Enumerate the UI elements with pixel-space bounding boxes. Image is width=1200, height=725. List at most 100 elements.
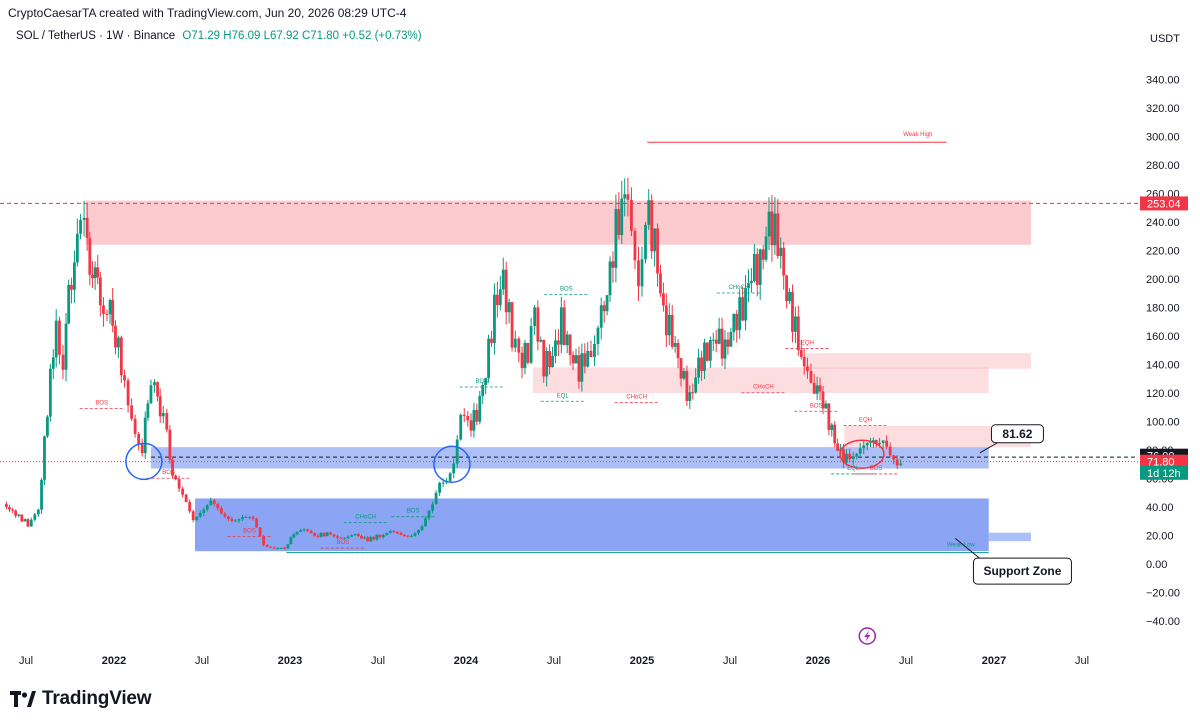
candle-body xyxy=(865,442,869,446)
candle-body xyxy=(248,516,251,518)
candle-body xyxy=(487,338,490,379)
candle-body xyxy=(360,535,363,539)
candle-body xyxy=(466,415,470,421)
candle-body xyxy=(717,328,721,344)
candle-body xyxy=(874,440,878,444)
candle-body xyxy=(165,412,169,430)
y-tick-label: 160.00 xyxy=(1146,331,1180,343)
y-tick-label: 340.00 xyxy=(1146,75,1180,87)
y-tick-label: 100.00 xyxy=(1146,417,1180,429)
candle-body xyxy=(188,502,192,512)
price-badge-label: 71.80 xyxy=(1147,457,1175,469)
smc-label: BOS xyxy=(407,509,420,515)
y-tick-label: 40.00 xyxy=(1146,502,1174,514)
candle-body xyxy=(761,249,765,260)
annotation-pointer xyxy=(979,442,998,454)
candle-body xyxy=(517,338,521,353)
candle-body xyxy=(799,350,803,357)
candle-body xyxy=(605,295,609,312)
candle-body xyxy=(523,342,527,369)
candle-body xyxy=(102,305,105,314)
x-tick-label: Jul xyxy=(19,655,33,667)
candle-body xyxy=(5,504,8,508)
candle-body xyxy=(431,504,434,511)
candle-body xyxy=(656,228,659,274)
lightning-icon xyxy=(864,630,871,642)
candle-body xyxy=(283,547,287,549)
candle-body xyxy=(46,416,49,437)
candle-body xyxy=(845,453,848,463)
candle-body xyxy=(114,325,117,348)
x-tick-label: 2026 xyxy=(806,655,830,667)
candle-body xyxy=(881,440,885,443)
candle-body xyxy=(741,297,745,321)
annotation-label: 81.62 xyxy=(1002,427,1032,441)
candle-body xyxy=(91,274,94,279)
candle-body xyxy=(161,412,165,417)
smc-label: BOS xyxy=(95,400,108,406)
candle-body xyxy=(475,409,479,422)
candle-body xyxy=(770,211,774,246)
candle-body xyxy=(406,535,410,537)
candle-body xyxy=(126,380,130,406)
smc-label: CHoCH xyxy=(728,285,749,291)
candle-body xyxy=(346,536,350,538)
candle-body xyxy=(23,519,27,522)
candle-body xyxy=(202,509,206,513)
candle-body xyxy=(191,511,195,521)
candle-body xyxy=(872,440,875,442)
candle-body xyxy=(85,217,89,239)
tradingview-logo[interactable]: TradingView xyxy=(10,688,152,710)
candle-body xyxy=(227,516,230,519)
candle-body xyxy=(353,534,357,536)
currency-label[interactable]: USDT xyxy=(1150,33,1180,45)
candle-body xyxy=(620,198,624,235)
candle-body xyxy=(339,537,343,539)
candle-body xyxy=(703,342,706,371)
candle-body xyxy=(269,546,273,548)
candle-body xyxy=(378,534,382,538)
candle-body xyxy=(357,534,360,536)
x-tick-label: Jul xyxy=(371,655,385,667)
supply-zone xyxy=(532,367,989,393)
symbol-name[interactable]: SOL / TetherUS · 1W · Binance xyxy=(16,30,176,42)
candle-body xyxy=(539,339,543,342)
candle-body xyxy=(48,368,52,417)
candle-body xyxy=(184,494,188,503)
ohlc-change: +0.52 (+0.73%) xyxy=(342,30,422,42)
candle-body xyxy=(79,219,82,234)
candle-body xyxy=(779,247,783,257)
candle-body xyxy=(752,253,756,282)
x-tick-label: 2024 xyxy=(454,655,479,667)
candle-body xyxy=(729,332,733,347)
symbol-legend: SOL / TetherUS · 1W · Binance O71.29 H76… xyxy=(16,30,422,42)
structure-level-label: Weak High xyxy=(903,132,932,138)
candle-body xyxy=(623,194,627,199)
candle-body xyxy=(565,334,569,346)
highlight-circle xyxy=(433,445,471,483)
demand-zone xyxy=(150,447,989,469)
smc-label: EQH xyxy=(859,418,872,424)
candle-body xyxy=(223,513,227,517)
price-axis: 340.00320.00300.00280.00260.00240.00220.… xyxy=(1140,75,1188,628)
candle-body xyxy=(67,284,71,324)
candle-body xyxy=(11,509,14,511)
candle-body xyxy=(583,353,587,367)
candle-body xyxy=(17,514,21,516)
candle-body xyxy=(495,294,499,306)
candle-body xyxy=(469,420,473,431)
candle-body xyxy=(785,275,789,302)
y-tick-label: 300.00 xyxy=(1146,132,1180,144)
x-tick-label: 2027 xyxy=(982,655,1006,667)
candle-body xyxy=(70,284,73,290)
candle-body xyxy=(571,354,575,364)
candle-body xyxy=(133,418,137,434)
candle-body xyxy=(237,519,241,521)
candle-body xyxy=(212,500,216,504)
candle-body xyxy=(504,269,508,313)
tradingview-logo-icon xyxy=(10,691,36,707)
candle-body xyxy=(230,518,234,521)
candle-body xyxy=(343,537,346,539)
candle-body xyxy=(258,527,262,537)
